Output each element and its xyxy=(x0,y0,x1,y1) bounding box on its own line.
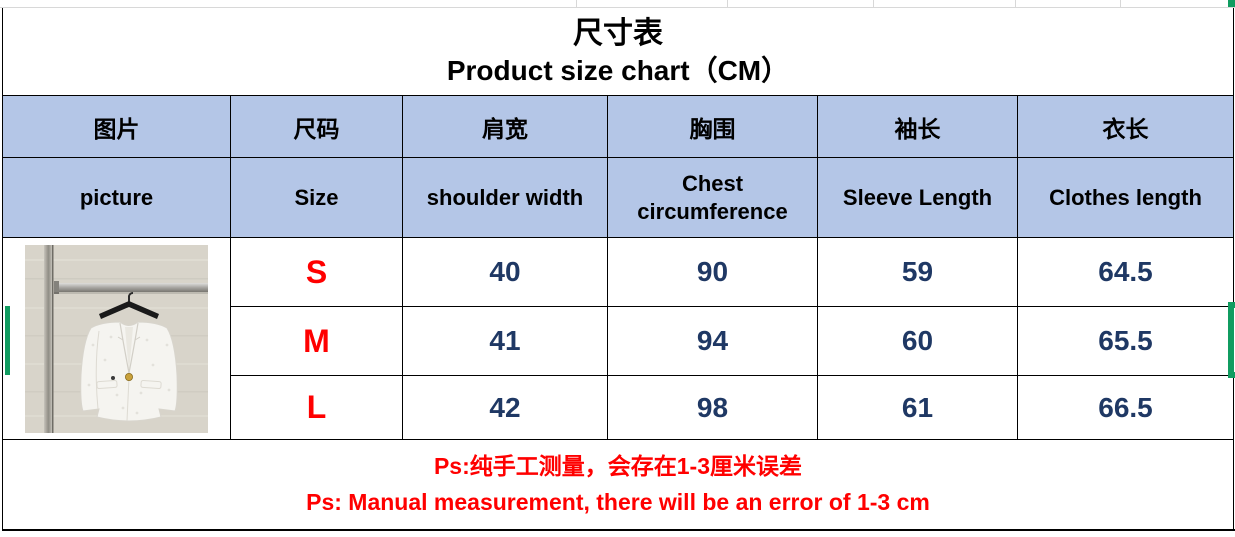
product-photo[interactable] xyxy=(25,244,208,433)
length-value: 64.5 xyxy=(1098,256,1153,287)
gridline xyxy=(873,0,874,7)
cell-chest-l[interactable]: 98 xyxy=(608,376,818,440)
header-label: Chest circumference xyxy=(637,171,788,224)
header-label: 衣长 xyxy=(1102,115,1149,142)
sleeve-value: 61 xyxy=(901,391,934,423)
header-label: shoulder width xyxy=(426,184,584,210)
cell-sleeve-m[interactable]: 60 xyxy=(818,307,1018,376)
cell-chest-m[interactable]: 94 xyxy=(608,307,818,376)
selection-handle-right-tab[interactable] xyxy=(1228,302,1235,308)
picture-cell[interactable] xyxy=(3,238,231,440)
chest-value: 98 xyxy=(696,391,729,423)
hanger-icon xyxy=(99,291,159,319)
header-en-chest[interactable]: Chest circumference xyxy=(608,158,818,238)
header-zh-sleeve[interactable]: 袖长 xyxy=(818,96,1018,158)
cell-size-s[interactable]: S xyxy=(231,238,403,307)
shoulder-value: 41 xyxy=(489,325,521,356)
sleeve-value: 59 xyxy=(901,256,934,287)
length-value: 66.5 xyxy=(1098,391,1153,423)
gridline xyxy=(576,0,577,7)
size-value: S xyxy=(305,253,328,290)
sheet-gridlines xyxy=(0,0,1235,8)
size-chart-table: 尺寸表 Product size chart（CM） 图片 尺码 肩宽 胸围 袖… xyxy=(2,8,1235,531)
cell-sleeve-l[interactable]: 61 xyxy=(818,376,1018,440)
chest-value: 90 xyxy=(696,256,729,287)
lace-texture xyxy=(87,335,171,414)
title-cell[interactable]: 尺寸表 Product size chart（CM） xyxy=(3,8,1234,96)
header-label: 图片 xyxy=(93,115,140,142)
header-zh-length[interactable]: 衣长 xyxy=(1018,96,1234,158)
cell-shoulder-l[interactable]: 42 xyxy=(403,376,608,440)
header-en-length[interactable]: Clothes length xyxy=(1018,158,1234,238)
cell-sleeve-s[interactable]: 59 xyxy=(818,238,1018,307)
page-title-en: Product size chart（CM） xyxy=(446,55,790,87)
measurement-note-en: Ps: Manual measurement, there will be an… xyxy=(306,488,930,515)
selection-corner-fragment xyxy=(1228,0,1235,7)
size-value: L xyxy=(306,389,327,425)
header-zh-chest[interactable]: 胸围 xyxy=(608,96,818,158)
blazer-illustration xyxy=(80,320,178,422)
cell-chest-s[interactable]: 90 xyxy=(608,238,818,307)
shoulder-value: 40 xyxy=(489,256,521,287)
cell-size-m[interactable]: M xyxy=(231,307,403,376)
gold-button xyxy=(125,372,134,381)
header-en-shoulder-width[interactable]: shoulder width xyxy=(403,158,608,238)
gridline xyxy=(727,0,728,7)
gridline xyxy=(1015,0,1016,7)
header-label: 胸围 xyxy=(689,115,736,142)
selection-handle-right[interactable] xyxy=(1228,302,1234,378)
selection-handle-right-tab[interactable] xyxy=(1228,372,1235,378)
chest-value: 94 xyxy=(696,325,729,356)
selection-handle-left[interactable] xyxy=(5,306,10,375)
cell-shoulder-m[interactable]: 41 xyxy=(403,307,608,376)
header-en-picture[interactable]: picture xyxy=(3,158,231,238)
header-en-sleeve[interactable]: Sleeve Length xyxy=(818,158,1018,238)
sleeve-value: 60 xyxy=(901,325,934,356)
cell-size-l[interactable]: L xyxy=(231,376,403,440)
shoulder-value: 42 xyxy=(489,391,521,423)
gridline xyxy=(1120,0,1121,7)
header-label: picture xyxy=(79,184,154,210)
header-label: Sleeve Length xyxy=(842,184,993,210)
header-label: 肩宽 xyxy=(482,115,528,142)
header-label: Size xyxy=(294,184,339,210)
notes-cell[interactable]: Ps:纯手工测量，会存在1-3厘米误差 Ps: Manual measureme… xyxy=(3,440,1234,529)
header-label: 尺码 xyxy=(293,115,340,142)
cell-shoulder-s[interactable]: 40 xyxy=(403,238,608,307)
header-en-size[interactable]: Size xyxy=(231,158,403,238)
header-label: 袖长 xyxy=(894,115,941,142)
page-title-zh: 尺寸表 xyxy=(573,16,663,50)
header-zh-picture[interactable]: 图片 xyxy=(3,96,231,158)
cell-length-m[interactable]: 65.5 xyxy=(1018,307,1234,376)
header-label: Clothes length xyxy=(1049,184,1202,210)
wall-metal-strip xyxy=(44,244,54,433)
header-zh-shoulder-width[interactable]: 肩宽 xyxy=(403,96,608,158)
cell-length-s[interactable]: 64.5 xyxy=(1018,238,1234,307)
length-value: 65.5 xyxy=(1098,325,1153,356)
chest-pin xyxy=(111,375,115,380)
measurement-note-zh: Ps:纯手工测量，会存在1-3厘米误差 xyxy=(433,453,803,480)
cell-length-l[interactable]: 66.5 xyxy=(1018,376,1234,440)
header-zh-size[interactable]: 尺码 xyxy=(231,96,403,158)
size-value: M xyxy=(303,322,330,359)
